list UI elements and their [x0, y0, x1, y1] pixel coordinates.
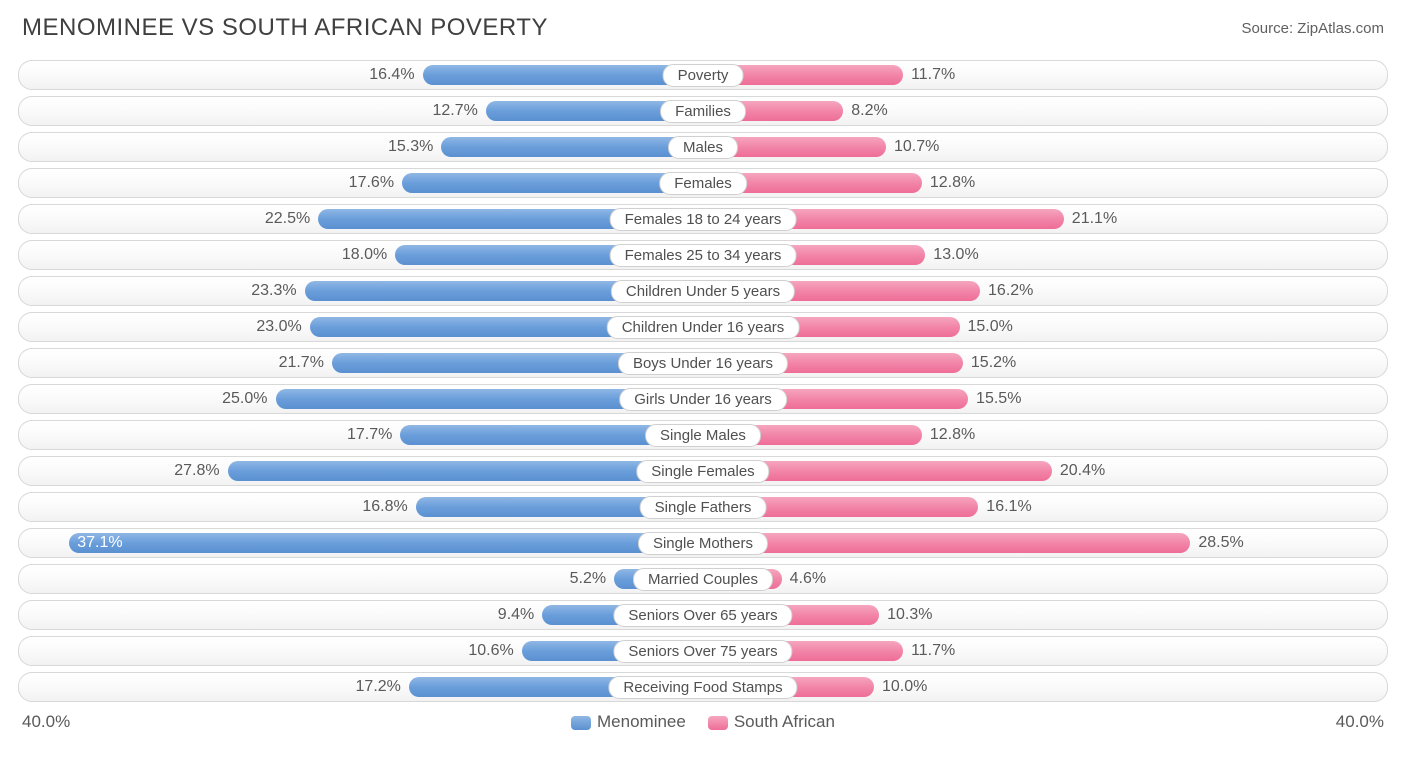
- category-label: Single Fathers: [640, 496, 767, 519]
- value-menominee: 15.3%: [388, 133, 433, 161]
- value-south-african: 20.4%: [1060, 457, 1105, 485]
- category-label: Families: [660, 100, 746, 123]
- value-menominee: 17.6%: [349, 169, 394, 197]
- axis-max-right: 40.0%: [1336, 712, 1384, 732]
- value-menominee: 12.7%: [432, 97, 477, 125]
- category-label: Poverty: [663, 64, 744, 87]
- category-label: Children Under 5 years: [611, 280, 795, 303]
- value-south-african: 21.1%: [1072, 205, 1117, 233]
- chart-row: 17.2% 10.0% Receiving Food Stamps: [18, 672, 1388, 702]
- chart-row: 23.0% 15.0% Children Under 16 years: [18, 312, 1388, 342]
- value-south-african: 11.7%: [911, 61, 955, 89]
- category-label: Children Under 16 years: [607, 316, 800, 339]
- value-menominee: 25.0%: [222, 385, 267, 413]
- category-label: Females 18 to 24 years: [610, 208, 797, 231]
- chart-row: 18.0% 13.0% Females 25 to 34 years: [18, 240, 1388, 270]
- value-menominee: 27.8%: [174, 457, 219, 485]
- category-label: Single Females: [636, 460, 769, 483]
- source-attribution: Source: ZipAtlas.com: [1241, 20, 1384, 37]
- value-menominee: 23.3%: [251, 277, 296, 305]
- value-south-african: 12.8%: [930, 169, 975, 197]
- legend-item-south-african: South African: [708, 712, 835, 732]
- value-menominee: 21.7%: [279, 349, 324, 377]
- value-south-african: 16.1%: [986, 493, 1031, 521]
- chart-row: 25.0% 15.5% Girls Under 16 years: [18, 384, 1388, 414]
- value-south-african: 10.3%: [887, 601, 932, 629]
- chart-row: 10.6% 11.7% Seniors Over 75 years: [18, 636, 1388, 666]
- value-menominee: 23.0%: [256, 313, 301, 341]
- value-menominee: 16.8%: [362, 493, 407, 521]
- category-label: Seniors Over 75 years: [613, 640, 792, 663]
- category-label: Single Mothers: [638, 532, 768, 555]
- bar-menominee: [441, 137, 703, 157]
- value-south-african: 11.7%: [911, 637, 955, 665]
- swatch-blue: [571, 716, 591, 730]
- chart-row: 16.4% 11.7% Poverty: [18, 60, 1388, 90]
- chart-row: 17.6% 12.8% Females: [18, 168, 1388, 198]
- chart-row: 15.3% 10.7% Males: [18, 132, 1388, 162]
- chart-row: 9.4% 10.3% Seniors Over 65 years: [18, 600, 1388, 630]
- value-south-african: 15.2%: [971, 349, 1016, 377]
- value-menominee: 22.5%: [265, 205, 310, 233]
- category-label: Boys Under 16 years: [618, 352, 788, 375]
- value-south-african: 28.5%: [1198, 529, 1243, 557]
- chart-row: 21.7% 15.2% Boys Under 16 years: [18, 348, 1388, 378]
- chart-footer: 40.0% Menominee South African 40.0%: [0, 708, 1406, 744]
- category-label: Receiving Food Stamps: [608, 676, 797, 699]
- chart-row: 22.5% 21.1% Females 18 to 24 years: [18, 204, 1388, 234]
- bar-menominee: [228, 461, 703, 481]
- header: MENOMINEE VS SOUTH AFRICAN POVERTY Sourc…: [0, 0, 1406, 52]
- legend-label-menominee: Menominee: [597, 712, 686, 731]
- chart-row: 27.8% 20.4% Single Females: [18, 456, 1388, 486]
- value-south-african: 10.7%: [894, 133, 939, 161]
- axis-max-left: 40.0%: [22, 712, 70, 732]
- category-label: Married Couples: [633, 568, 773, 591]
- category-label: Males: [668, 136, 738, 159]
- value-menominee: 18.0%: [342, 241, 387, 269]
- legend: Menominee South African: [70, 712, 1336, 732]
- value-menominee: 16.4%: [369, 61, 414, 89]
- legend-item-menominee: Menominee: [571, 712, 686, 732]
- chart-row: 12.7% 8.2% Families: [18, 96, 1388, 126]
- value-south-african: 4.6%: [790, 565, 826, 593]
- chart-row: 17.7% 12.8% Single Males: [18, 420, 1388, 450]
- value-menominee: 9.4%: [498, 601, 534, 629]
- swatch-pink: [708, 716, 728, 730]
- chart-container: MENOMINEE VS SOUTH AFRICAN POVERTY Sourc…: [0, 0, 1406, 744]
- legend-label-south-african: South African: [734, 712, 835, 731]
- bar-south-african: [703, 533, 1190, 553]
- category-label: Seniors Over 65 years: [613, 604, 792, 627]
- category-label: Females 25 to 34 years: [610, 244, 797, 267]
- chart-row: 5.2% 4.6% Married Couples: [18, 564, 1388, 594]
- value-south-african: 15.5%: [976, 385, 1021, 413]
- value-south-african: 10.0%: [882, 673, 927, 701]
- value-menominee: 5.2%: [570, 565, 606, 593]
- bar-menominee: [402, 173, 703, 193]
- chart-row: 37.1% 28.5% Single Mothers: [18, 528, 1388, 558]
- value-menominee: 37.1%: [77, 529, 122, 557]
- bar-menominee: [423, 65, 703, 85]
- chart-area: 16.4%11.7%Poverty12.7%8.2%Families15.3%1…: [0, 52, 1406, 702]
- value-south-african: 15.0%: [968, 313, 1013, 341]
- chart-row: 23.3% 16.2% Children Under 5 years: [18, 276, 1388, 306]
- value-south-african: 16.2%: [988, 277, 1033, 305]
- value-menominee: 17.7%: [347, 421, 392, 449]
- value-south-african: 13.0%: [933, 241, 978, 269]
- chart-row: 16.8% 16.1% Single Fathers: [18, 492, 1388, 522]
- bar-menominee: [69, 533, 703, 553]
- value-south-african: 12.8%: [930, 421, 975, 449]
- category-label: Single Males: [645, 424, 761, 447]
- value-south-african: 8.2%: [851, 97, 887, 125]
- chart-title: MENOMINEE VS SOUTH AFRICAN POVERTY: [22, 14, 548, 42]
- category-label: Girls Under 16 years: [619, 388, 787, 411]
- value-menominee: 10.6%: [468, 637, 513, 665]
- category-label: Females: [659, 172, 747, 195]
- value-menominee: 17.2%: [356, 673, 401, 701]
